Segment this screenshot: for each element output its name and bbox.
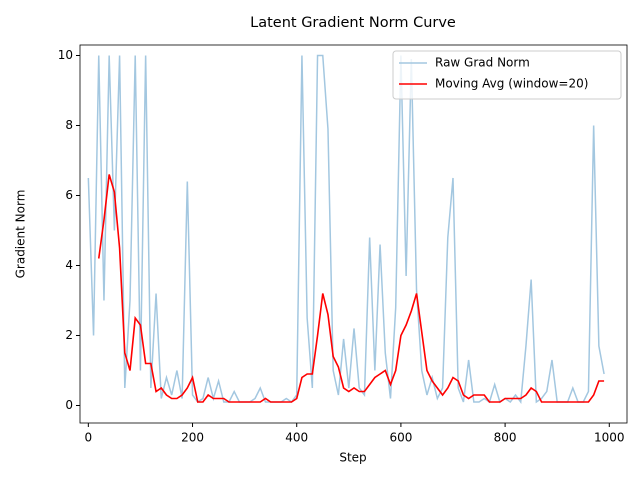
legend-label: Moving Avg (window=20) xyxy=(435,77,588,91)
y-tick-label: 2 xyxy=(65,328,73,342)
plot-frame xyxy=(79,44,628,424)
y-tick-label: 4 xyxy=(65,258,73,272)
legend-box xyxy=(392,50,622,100)
x-tick-label: 0 xyxy=(85,431,93,445)
y-tick-label: 6 xyxy=(65,188,73,202)
x-tick-label: 800 xyxy=(494,431,517,445)
chart-title: Latent Gradient Norm Curve xyxy=(250,15,456,31)
x-axis-label: Step xyxy=(339,451,366,465)
legend-label: Raw Grad Norm xyxy=(435,56,530,70)
x-tick-label: 400 xyxy=(285,431,308,445)
series-line xyxy=(97,174,605,403)
y-tick-label: 10 xyxy=(58,48,73,62)
y-axis-label: Gradient Norm xyxy=(14,190,28,279)
x-tick-label: 200 xyxy=(181,431,204,445)
y-tick-label: 8 xyxy=(65,118,73,132)
y-tick-label: 0 xyxy=(65,398,73,412)
x-tick-label: 1000 xyxy=(594,431,625,445)
legend: Raw Grad Norm Moving Avg (window=20) xyxy=(392,50,622,100)
series-line xyxy=(87,54,605,405)
x-tick-label: 600 xyxy=(389,431,412,445)
